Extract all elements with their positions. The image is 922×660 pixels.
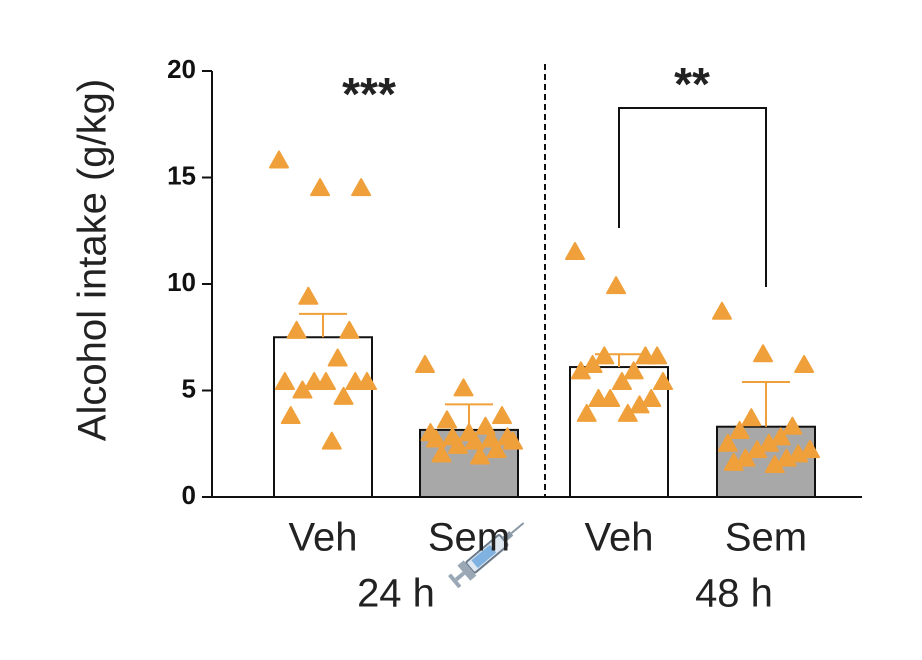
data-point [431,444,452,463]
data-point [629,395,650,414]
y-axis-label: Alcohol intake (g/kg) [71,79,115,441]
data-point [653,371,673,390]
data-point [310,178,331,197]
error-bar [742,380,790,427]
data-point [641,389,662,408]
data-point [723,452,744,471]
data-point [576,403,597,422]
data-point [280,406,301,425]
data-point [351,178,372,197]
data-point [712,301,732,320]
significance-label: ** [674,58,710,110]
data-point [606,276,627,295]
y-tick-label: 15 [167,160,196,190]
data-point [426,429,446,448]
y-tick-label: 10 [167,267,196,297]
data-point [565,242,585,261]
data-point [753,344,774,363]
data-point [611,371,632,390]
data-point [464,431,485,450]
data-point [269,150,289,169]
data-point [286,320,307,339]
data-point [800,440,820,459]
data-point [741,408,762,427]
data-point [448,435,468,454]
data-point [788,444,809,463]
data-point [345,371,366,390]
y-tick-label: 20 [167,54,196,84]
data-point [503,431,523,450]
data-point [486,440,507,459]
significance-bracket [618,107,767,287]
data-point [635,346,656,365]
data-point [764,455,785,474]
data-point [492,406,512,425]
data-point [617,403,638,422]
group-label: 24 h [357,572,435,616]
data-point [735,448,756,467]
data-point [594,346,615,365]
data-point [570,361,591,380]
y-tick-label: 0 [182,480,196,510]
data-point [747,440,768,459]
data-point [470,446,490,465]
data-point [794,354,815,373]
data-point [770,427,791,446]
data-point [292,380,313,399]
data-point [304,371,325,390]
data-point [321,431,342,450]
x-tick-label: Sem [725,516,807,560]
x-tick-label: Veh [585,516,654,560]
data-point [274,371,295,390]
data-point [717,433,738,452]
data-point [453,378,474,397]
data-point [333,386,354,405]
data-point [339,320,360,339]
data-point [758,433,779,452]
data-point [623,361,644,380]
significance-label: *** [342,68,396,120]
x-tick-label: Sem [428,516,510,560]
data-point [437,410,457,429]
data-point [327,348,348,367]
y-tick-label: 5 [182,373,196,403]
data-point [298,286,319,305]
syringe-icon [448,522,525,589]
data-point [782,416,803,435]
error-bar [299,312,347,338]
data-point [729,420,750,439]
x-tick-label: Veh [289,516,358,560]
data-point [776,448,797,467]
data-point [582,354,603,373]
data-point [588,389,609,408]
data-point [415,354,435,373]
data-point [475,416,496,435]
group-label: 48 h [695,572,773,616]
